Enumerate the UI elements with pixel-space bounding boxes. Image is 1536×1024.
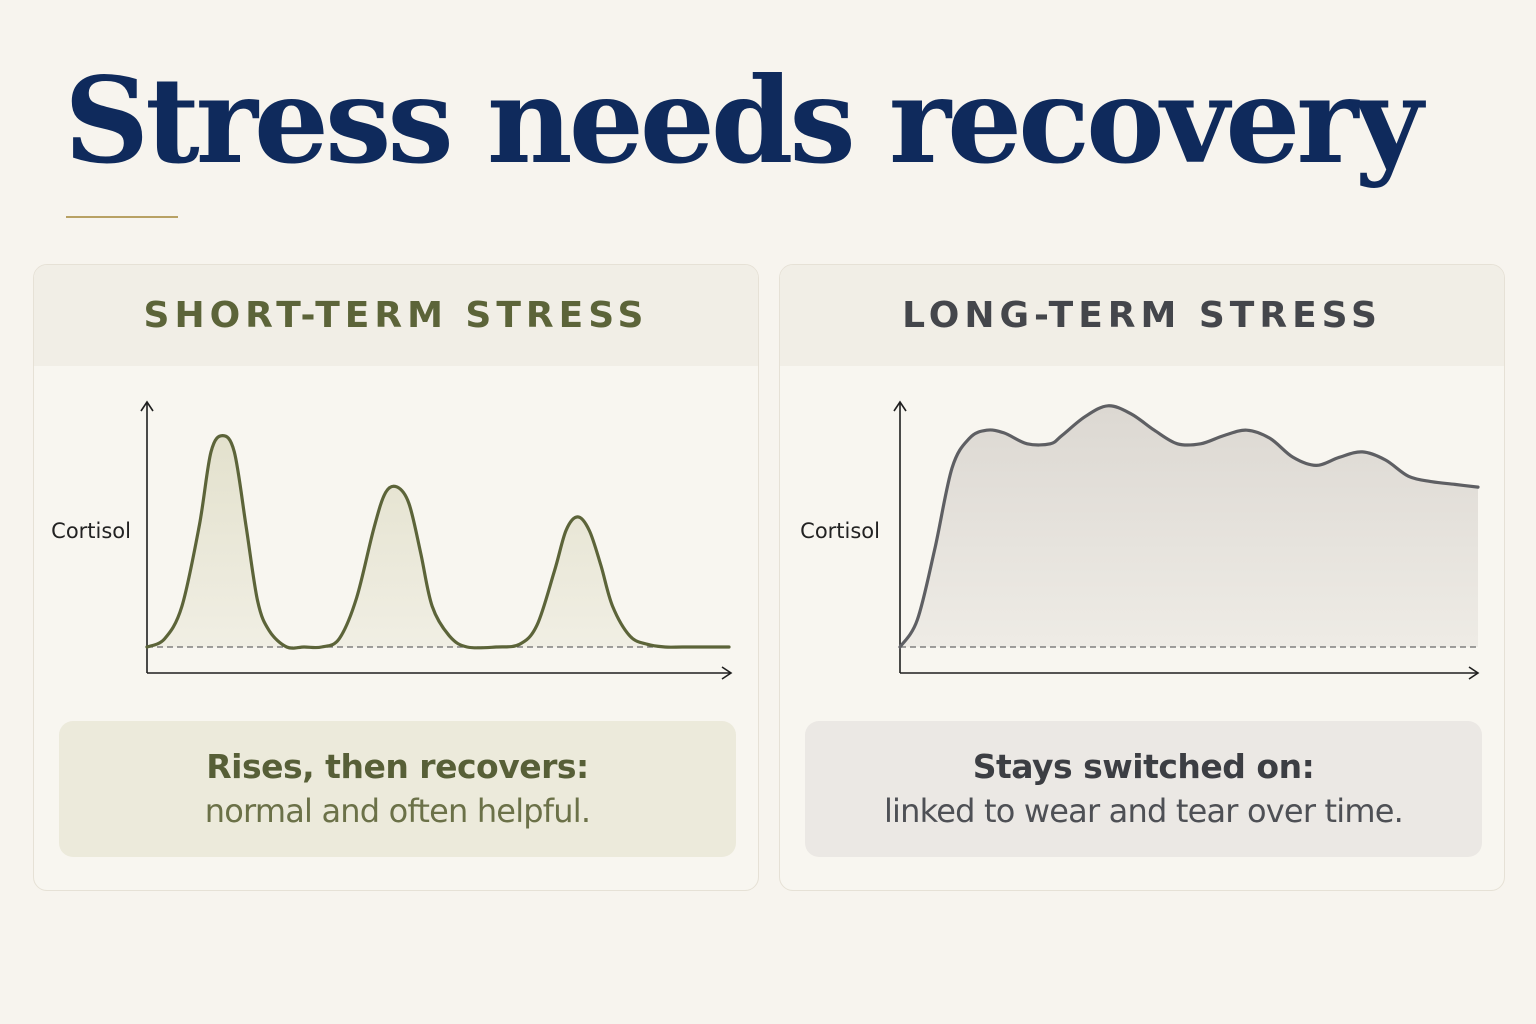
short-term-caption-text: normal and often helpful. xyxy=(204,791,591,830)
long-x-axis-arrow xyxy=(1468,666,1480,680)
page-title: Stress needs recovery xyxy=(64,51,1423,190)
short-y-axis-label: Cortisol xyxy=(51,519,131,543)
long-term-caption: Stays switched on: linked to wear and te… xyxy=(805,721,1482,857)
long-term-heading: LONG-TERM STRESS xyxy=(780,265,1504,366)
long-cortisol-area xyxy=(900,405,1478,647)
short-term-chart: Cortisol xyxy=(51,400,733,680)
long-cortisol-line xyxy=(898,404,1480,649)
long-term-caption-title: Stays switched on: xyxy=(972,747,1315,787)
title-underline xyxy=(66,216,178,218)
long-term-caption-text: linked to wear and tear over time. xyxy=(883,791,1404,830)
short-y-axis-arrow xyxy=(140,400,154,412)
short-term-caption-title: Rises, then recovers: xyxy=(206,747,589,787)
long-term-chart: Cortisol xyxy=(800,400,1480,680)
short-cortisol-line xyxy=(145,434,731,650)
long-y-axis-arrow xyxy=(893,400,907,412)
long-term-panel: LONG-TERM STRESS Cortisol Stays switched… xyxy=(779,264,1505,891)
short-term-panel: SHORT-TERM STRESS Cortisol Rises, then r… xyxy=(33,264,759,891)
short-term-heading: SHORT-TERM STRESS xyxy=(34,265,758,366)
short-term-caption: Rises, then recovers: normal and often h… xyxy=(59,721,736,857)
short-cortisol-area xyxy=(147,435,729,649)
short-x-axis-arrow xyxy=(721,666,733,680)
long-y-axis-label: Cortisol xyxy=(800,519,880,543)
